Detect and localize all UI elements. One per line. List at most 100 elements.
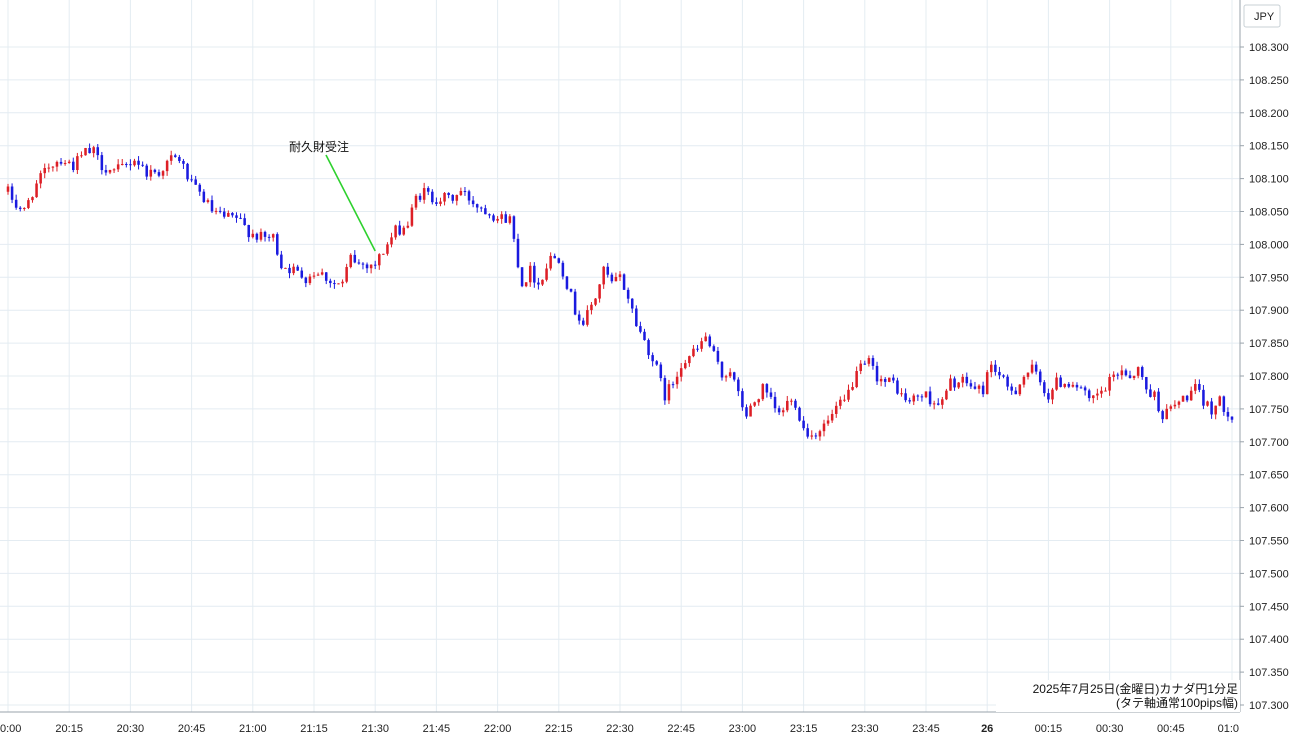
- candle-body: [626, 289, 630, 299]
- candle-body: [1096, 393, 1099, 396]
- candle-body: [414, 195, 418, 208]
- candle-body: [806, 428, 809, 437]
- candle-body: [18, 207, 22, 209]
- candle-body: [382, 253, 385, 255]
- candle-body: [1145, 377, 1148, 390]
- candle-body: [104, 170, 108, 173]
- candle-body: [696, 348, 699, 350]
- y-tick-label: 107.650: [1249, 470, 1289, 482]
- candle-body: [745, 407, 748, 417]
- candle-body: [545, 268, 548, 280]
- candle-body: [300, 270, 304, 278]
- candle-body: [1026, 372, 1030, 377]
- y-tick-label: 108.300: [1249, 42, 1289, 54]
- y-tick-label: 108.200: [1249, 108, 1289, 120]
- candle-body: [912, 395, 916, 402]
- x-tick-label: 20:45: [178, 723, 206, 735]
- annotation-label: 耐久財受注: [289, 139, 349, 154]
- candle-body: [394, 225, 397, 238]
- candle-body: [439, 201, 442, 204]
- candle-body: [296, 266, 299, 271]
- candle-body: [883, 378, 887, 382]
- candle-body: [120, 164, 124, 166]
- candle-body: [875, 365, 879, 382]
- candle-body: [1055, 377, 1058, 390]
- candle-body: [345, 267, 348, 282]
- candle-body: [1169, 406, 1173, 409]
- candle-body: [1014, 390, 1018, 395]
- candle-body: [1112, 374, 1115, 377]
- candle-body: [186, 163, 189, 180]
- candle-body: [753, 402, 756, 406]
- candle-body: [235, 215, 238, 218]
- candle-body: [1132, 375, 1136, 378]
- candle-body: [1108, 376, 1111, 391]
- chart-grid: [0, 0, 1240, 712]
- x-tick-label: 20:30: [117, 723, 145, 735]
- candle-body: [700, 341, 703, 349]
- candle-body: [826, 420, 830, 424]
- candle-body: [51, 166, 55, 168]
- candle-body: [851, 387, 854, 390]
- candle-body: [961, 376, 964, 383]
- candle-body: [1206, 401, 1209, 406]
- candle-body: [1153, 391, 1156, 397]
- candle-body: [1218, 396, 1222, 406]
- candle-body: [794, 400, 797, 408]
- candle-body: [35, 183, 38, 198]
- candle-body: [994, 364, 997, 372]
- y-tick-label: 107.550: [1249, 536, 1289, 548]
- candle-body: [357, 262, 361, 264]
- candle-body: [178, 156, 181, 161]
- candle-body: [169, 155, 173, 161]
- candle-body: [206, 200, 210, 202]
- x-tick-label: 21:30: [361, 723, 389, 735]
- candle-body: [280, 254, 283, 269]
- x-tick-label: 00:45: [1157, 723, 1185, 735]
- y-tick-label: 107.350: [1249, 667, 1289, 679]
- candle-body: [59, 161, 63, 164]
- candle-body: [333, 283, 336, 285]
- candle-body: [888, 377, 891, 382]
- candle-body: [418, 195, 422, 200]
- candle-body: [1128, 375, 1132, 378]
- candle-body: [953, 378, 956, 388]
- candle-body: [210, 200, 214, 212]
- candle-body: [459, 190, 463, 196]
- candle-body: [304, 277, 308, 284]
- candle-body: [679, 368, 683, 377]
- candle-body: [1157, 391, 1160, 412]
- candle-body: [165, 160, 169, 172]
- candle-body: [671, 384, 675, 386]
- candle-body: [43, 168, 46, 174]
- candle-body: [157, 172, 161, 176]
- candle-body: [161, 171, 165, 176]
- candle-body: [916, 395, 920, 397]
- candle-body: [84, 147, 87, 156]
- candle-body: [1100, 390, 1103, 394]
- x-tick-label: 00:30: [1096, 723, 1124, 735]
- candle-body: [329, 280, 332, 284]
- candle-body: [227, 212, 230, 217]
- candle-body: [724, 376, 728, 378]
- y-tick-label: 107.450: [1249, 601, 1289, 613]
- x-tick-label: 22:15: [545, 723, 573, 735]
- candle-body: [635, 308, 638, 327]
- candle-body: [259, 231, 263, 240]
- candle-body: [622, 274, 626, 290]
- axes: 108.300 108.250 108.200 108.150 108.100 108.0…: [0, 0, 1289, 735]
- candle-body: [504, 214, 508, 223]
- candle-body: [981, 385, 985, 395]
- candle-body: [1210, 401, 1213, 415]
- candle-body: [569, 288, 573, 292]
- candle-body: [27, 200, 30, 208]
- candle-body: [1038, 371, 1042, 383]
- candle-body: [153, 169, 157, 173]
- candle-body: [1181, 395, 1185, 402]
- x-tick-label: 21:15: [300, 723, 328, 735]
- candle-body: [590, 304, 593, 311]
- candle-body: [443, 192, 446, 202]
- currency-badge: JPY: [1243, 4, 1281, 28]
- candle-body: [218, 210, 222, 212]
